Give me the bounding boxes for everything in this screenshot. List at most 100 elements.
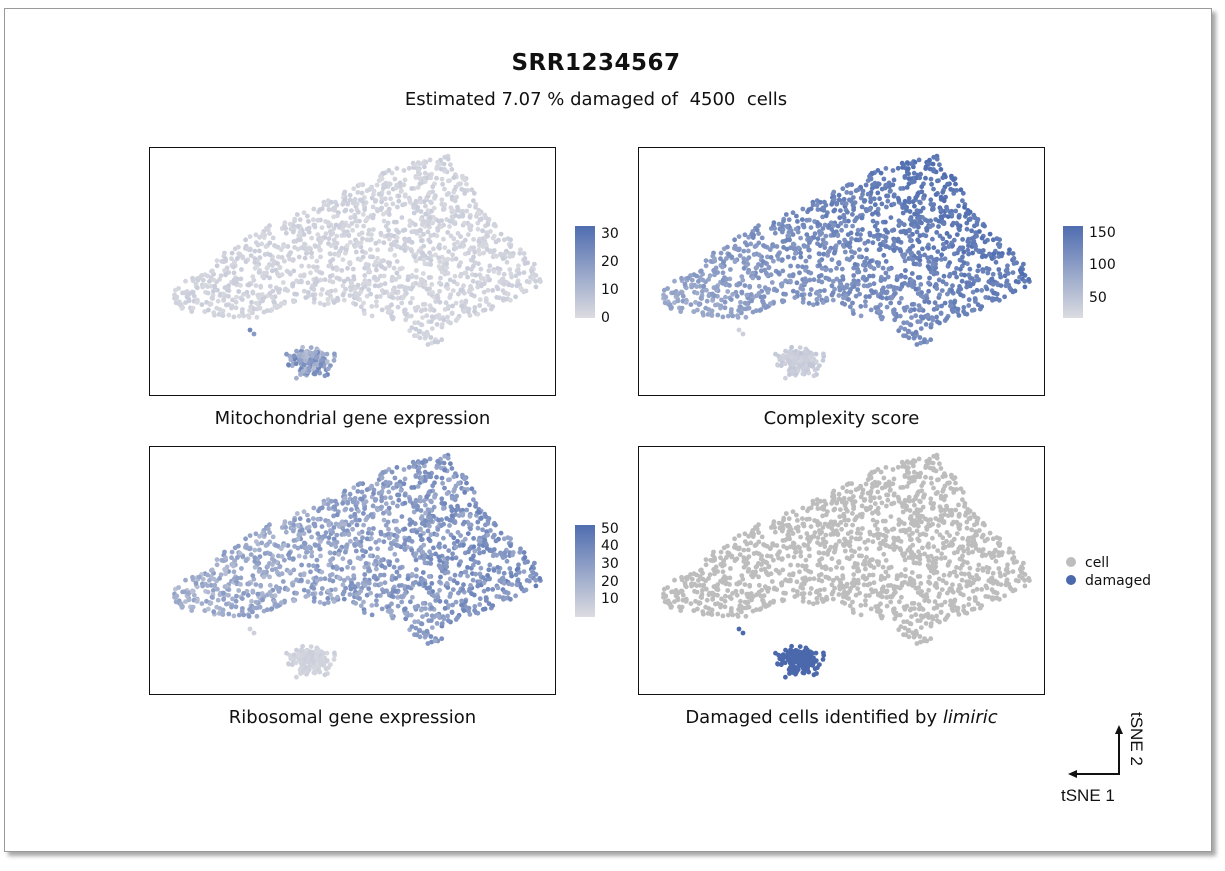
cell-point [521,550,527,555]
cell-point [386,489,392,495]
cell-point [306,263,312,269]
mito-colorbar [575,226,595,318]
cell-point [923,175,928,181]
cell-point [245,545,250,551]
cell-point [456,214,462,219]
cell-point [422,581,428,587]
cell-point [409,186,415,191]
cell-point [461,309,467,314]
cell-point [441,317,447,323]
cell-point [398,189,404,194]
cell-point [394,558,400,563]
cell-point [186,591,192,596]
cell-point [447,576,453,582]
cell-point [795,263,801,269]
cell-point [896,218,902,224]
cell-point [902,326,908,332]
cell-point [408,612,414,618]
cell-point [237,252,243,257]
cell-point [315,516,321,522]
cell-point [370,204,376,210]
cell-point [348,239,353,245]
cell-point [414,567,419,572]
cell-point [414,274,419,280]
cell-point [461,608,467,613]
cell-point [912,219,917,225]
cell-point [982,223,987,229]
cell-point [389,170,395,176]
cell-point [409,547,415,553]
cell-point [428,253,434,259]
cell-point [442,202,448,207]
cell-point [394,166,400,171]
cell-point [475,583,481,589]
cell-point [917,262,923,267]
cell-point [267,551,273,557]
cell-point [448,292,453,298]
cell-point [464,208,470,214]
cell-point [490,587,496,592]
cell-point [847,289,852,295]
cell-point [758,268,764,274]
cell-point [341,279,347,284]
cell-point [924,228,930,233]
cell-point [381,240,387,246]
cell-point [267,582,273,588]
cell-point [735,315,741,320]
mito-scatter-panel [149,147,556,396]
cell-point [211,277,217,283]
cell-point [481,240,487,246]
cell-point [853,237,859,243]
cell-point [409,273,415,278]
cell-point [934,156,940,162]
cell-point [437,541,442,547]
cell-point [386,181,392,186]
cell-point [845,232,851,237]
cell-point [334,532,340,538]
cell-point [428,561,434,566]
cell-point [211,609,217,615]
cell-point [232,259,238,265]
cell-point [267,530,272,535]
cell-point [920,215,925,220]
cell-point [718,250,724,256]
cell-point [935,319,940,325]
cell-point [439,176,445,182]
cell-point [389,469,395,475]
cell-point [401,168,407,173]
cell-point [743,306,749,312]
cell-point [502,251,508,257]
cell-point [245,293,251,299]
cell-point [397,180,403,186]
cell-point [711,268,716,273]
cell-point [374,481,380,487]
cell-point [831,232,836,238]
cell-point [367,553,373,559]
cell-point [897,300,902,306]
cell-point [435,527,441,532]
cell-point [453,256,459,262]
cell-point [934,230,940,235]
cell-point [910,243,916,249]
cell-point [340,582,346,588]
cell-point [294,590,299,596]
cell-point [722,305,728,311]
cell-point [906,282,911,288]
cell-point [999,253,1004,259]
cell-point [875,236,881,242]
cell-point [343,286,348,292]
cell-point [446,477,451,483]
cell-point [402,500,408,506]
cell-point [186,298,192,304]
cell-point [364,536,370,542]
cell-point [215,586,220,592]
cell-point [449,506,455,512]
cell-point [409,572,415,577]
cell-point [846,182,852,187]
cell-point [239,596,245,601]
cell-point [837,287,843,293]
cell-point [348,538,353,544]
cell-point [366,586,372,592]
cell-point [516,271,522,276]
cell-point [347,260,353,265]
